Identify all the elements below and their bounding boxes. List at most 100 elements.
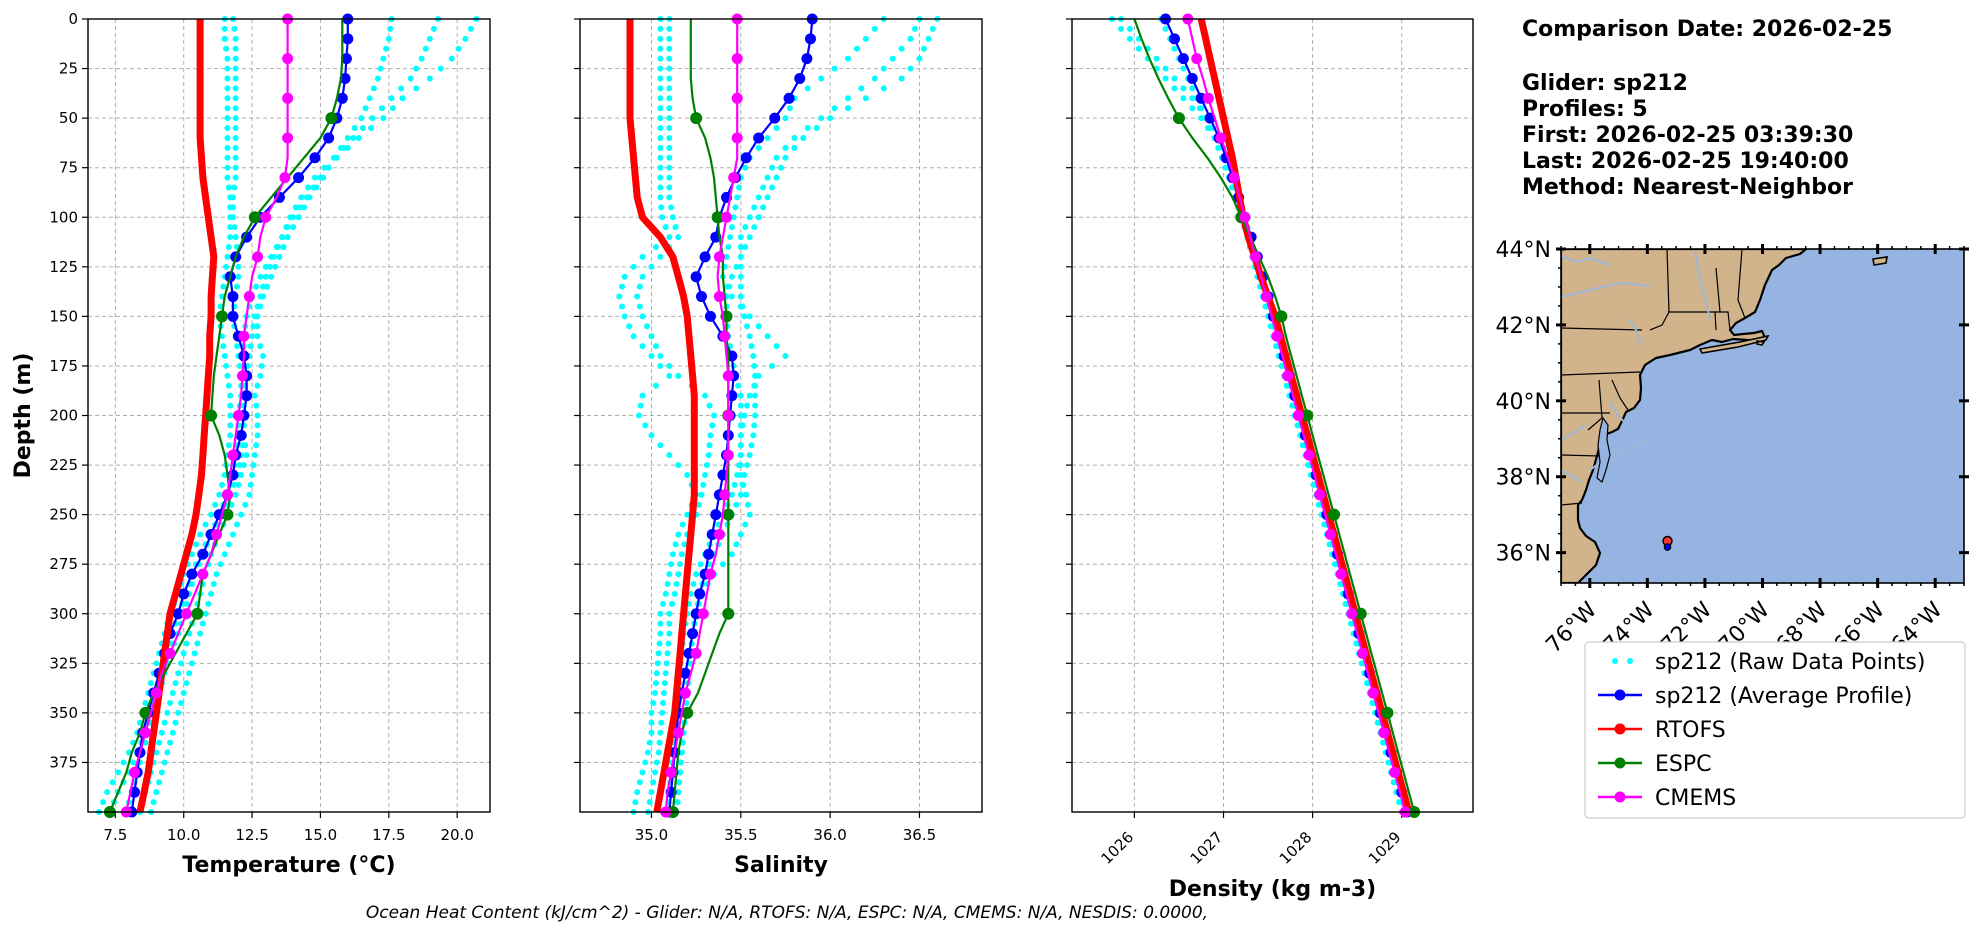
legend: sp212 (Raw Data Points) sp212 (Average P… <box>1584 641 1966 819</box>
raw-data-point <box>741 412 748 419</box>
data-point-average <box>694 588 706 600</box>
raw-data-point <box>666 184 673 191</box>
raw-data-point <box>254 382 261 389</box>
raw-data-point <box>744 501 751 508</box>
raw-data-point <box>652 769 659 776</box>
raw-data-point <box>257 372 264 379</box>
raw-data-point <box>254 313 261 320</box>
raw-data-point <box>351 125 358 132</box>
raw-data-point <box>845 55 851 62</box>
raw-data-point <box>675 789 682 796</box>
raw-data-point <box>232 491 239 498</box>
raw-data-point <box>925 35 932 42</box>
raw-data-point <box>690 581 697 588</box>
raw-data-point <box>1126 25 1133 32</box>
data-point-cmems <box>1335 568 1347 580</box>
raw-data-point <box>232 105 239 112</box>
raw-data-point <box>773 154 780 161</box>
x-tick-label: 36.0 <box>813 826 846 844</box>
raw-data-point <box>295 214 302 221</box>
raw-data-point <box>156 739 163 746</box>
raw-data-point <box>719 561 726 568</box>
raw-data-point <box>227 392 234 399</box>
raw-data-point <box>664 581 671 588</box>
raw-data-point <box>224 115 231 122</box>
raw-data-point <box>677 759 684 766</box>
raw-data-point <box>251 392 258 399</box>
raw-data-point <box>657 729 664 736</box>
raw-data-point <box>681 541 688 548</box>
raw-data-point <box>232 95 239 102</box>
raw-data-point <box>225 184 232 191</box>
raw-data-point <box>331 154 338 161</box>
data-point-cmems <box>227 449 239 461</box>
data-point-cmems <box>128 766 140 778</box>
series-line-rtofs <box>626 19 698 813</box>
raw-data-point <box>370 85 377 92</box>
map-chesapeake <box>1596 416 1611 484</box>
data-point-cmems <box>722 449 734 461</box>
raw-data-point <box>657 442 664 449</box>
raw-data-point <box>298 194 305 201</box>
raw-data-point <box>669 600 676 607</box>
raw-data-point <box>254 432 261 439</box>
raw-data-point <box>644 323 650 330</box>
raw-data-point <box>380 55 387 62</box>
raw-data-point <box>733 501 740 508</box>
raw-data-point <box>920 45 927 52</box>
raw-data-point <box>249 471 256 478</box>
legend-label-cmems: CMEMS <box>1655 786 1736 811</box>
data-point-average <box>340 53 352 65</box>
raw-data-point <box>1171 75 1178 82</box>
data-point-cmems <box>282 132 294 144</box>
raw-data-point <box>760 184 767 191</box>
raw-data-point <box>657 65 664 72</box>
data-point-cmems <box>260 211 272 223</box>
raw-data-point <box>751 382 758 389</box>
raw-data-point <box>657 85 664 92</box>
raw-data-point <box>235 273 242 280</box>
raw-data-point <box>1215 144 1222 151</box>
data-point-cmems <box>1357 647 1369 659</box>
raw-data-point <box>853 45 860 52</box>
raw-data-point <box>1162 65 1169 72</box>
raw-data-point <box>232 45 239 52</box>
raw-data-point <box>150 799 157 806</box>
raw-data-point <box>752 402 759 409</box>
raw-data-point <box>229 531 236 538</box>
raw-data-point <box>666 154 673 161</box>
raw-data-point <box>813 125 820 132</box>
data-point-average <box>339 72 351 84</box>
raw-data-point <box>621 273 628 280</box>
raw-data-point <box>862 35 869 42</box>
legend-marker-raw <box>1612 658 1618 664</box>
raw-data-point <box>736 184 743 191</box>
panel-1: 0 25 50 75 100 125 150 175 200 225 250 275 300 325 350… <box>11 10 491 878</box>
raw-data-point <box>183 640 190 647</box>
raw-data-point <box>202 521 209 528</box>
raw-data-point <box>871 25 878 32</box>
y-tick-label: 250 <box>49 506 78 524</box>
raw-data-point <box>232 234 239 241</box>
raw-data-point <box>755 144 762 151</box>
raw-data-point <box>130 759 137 766</box>
raw-data-point <box>377 65 384 72</box>
raw-data-point <box>657 144 664 151</box>
raw-data-point <box>639 273 646 280</box>
raw-data-point <box>224 95 231 102</box>
raw-data-point <box>1189 105 1196 112</box>
info-block: Comparison Date: 2026-02-25 Glider: sp21… <box>1522 17 1892 200</box>
raw-data-point <box>234 283 241 290</box>
raw-data-point <box>818 115 825 122</box>
raw-data-point <box>737 243 744 250</box>
raw-data-point <box>634 293 641 300</box>
raw-data-point <box>268 273 275 280</box>
raw-data-point <box>177 660 184 667</box>
raw-data-point <box>668 561 675 568</box>
raw-data-point <box>668 204 675 211</box>
raw-data-point <box>260 293 267 300</box>
raw-data-point <box>751 224 758 231</box>
raw-data-point <box>912 25 918 32</box>
raw-data-point <box>675 234 682 241</box>
raw-data-point <box>737 491 744 498</box>
